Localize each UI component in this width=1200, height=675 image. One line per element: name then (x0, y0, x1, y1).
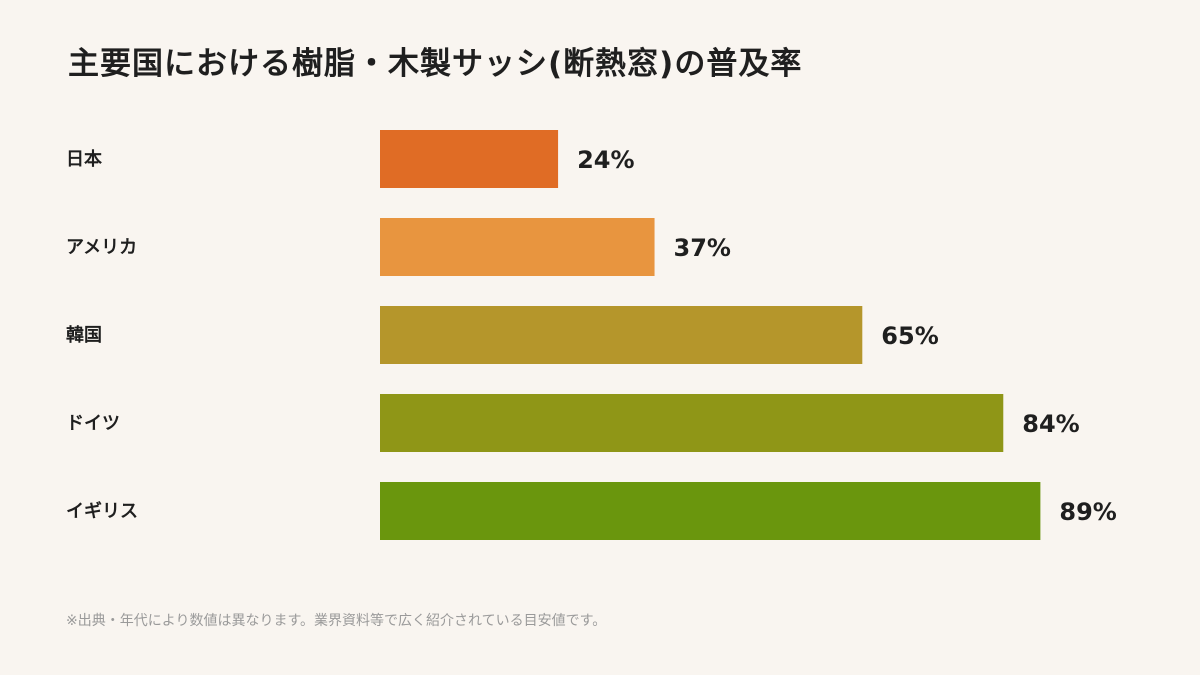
data-label: 84% (1022, 410, 1079, 438)
data-label: 89% (1059, 498, 1116, 526)
bar (380, 394, 1004, 452)
category-label: 日本 (66, 148, 102, 170)
bars-layer: 日本 24% アメリカ 37% 韓国 65% ドイツ 84% イギリス 89% (66, 130, 1117, 540)
data-label: 65% (881, 322, 938, 350)
footnote: ※出典・年代により数値は異なります。業界資料等で広く紹介されている目安値です。 (66, 613, 607, 629)
bar (380, 130, 559, 188)
bar (380, 306, 863, 364)
bar (380, 482, 1041, 540)
category-label: イギリス (66, 501, 138, 522)
data-label: 37% (674, 234, 731, 262)
category-label: 韓国 (66, 324, 102, 346)
chart-title: 主要国における樹脂・木製サッシ(断熱窓)の普及率 (68, 46, 803, 82)
bar (380, 218, 655, 276)
category-label: ドイツ (66, 413, 120, 434)
category-label: アメリカ (66, 237, 137, 258)
data-label: 24% (577, 146, 634, 174)
